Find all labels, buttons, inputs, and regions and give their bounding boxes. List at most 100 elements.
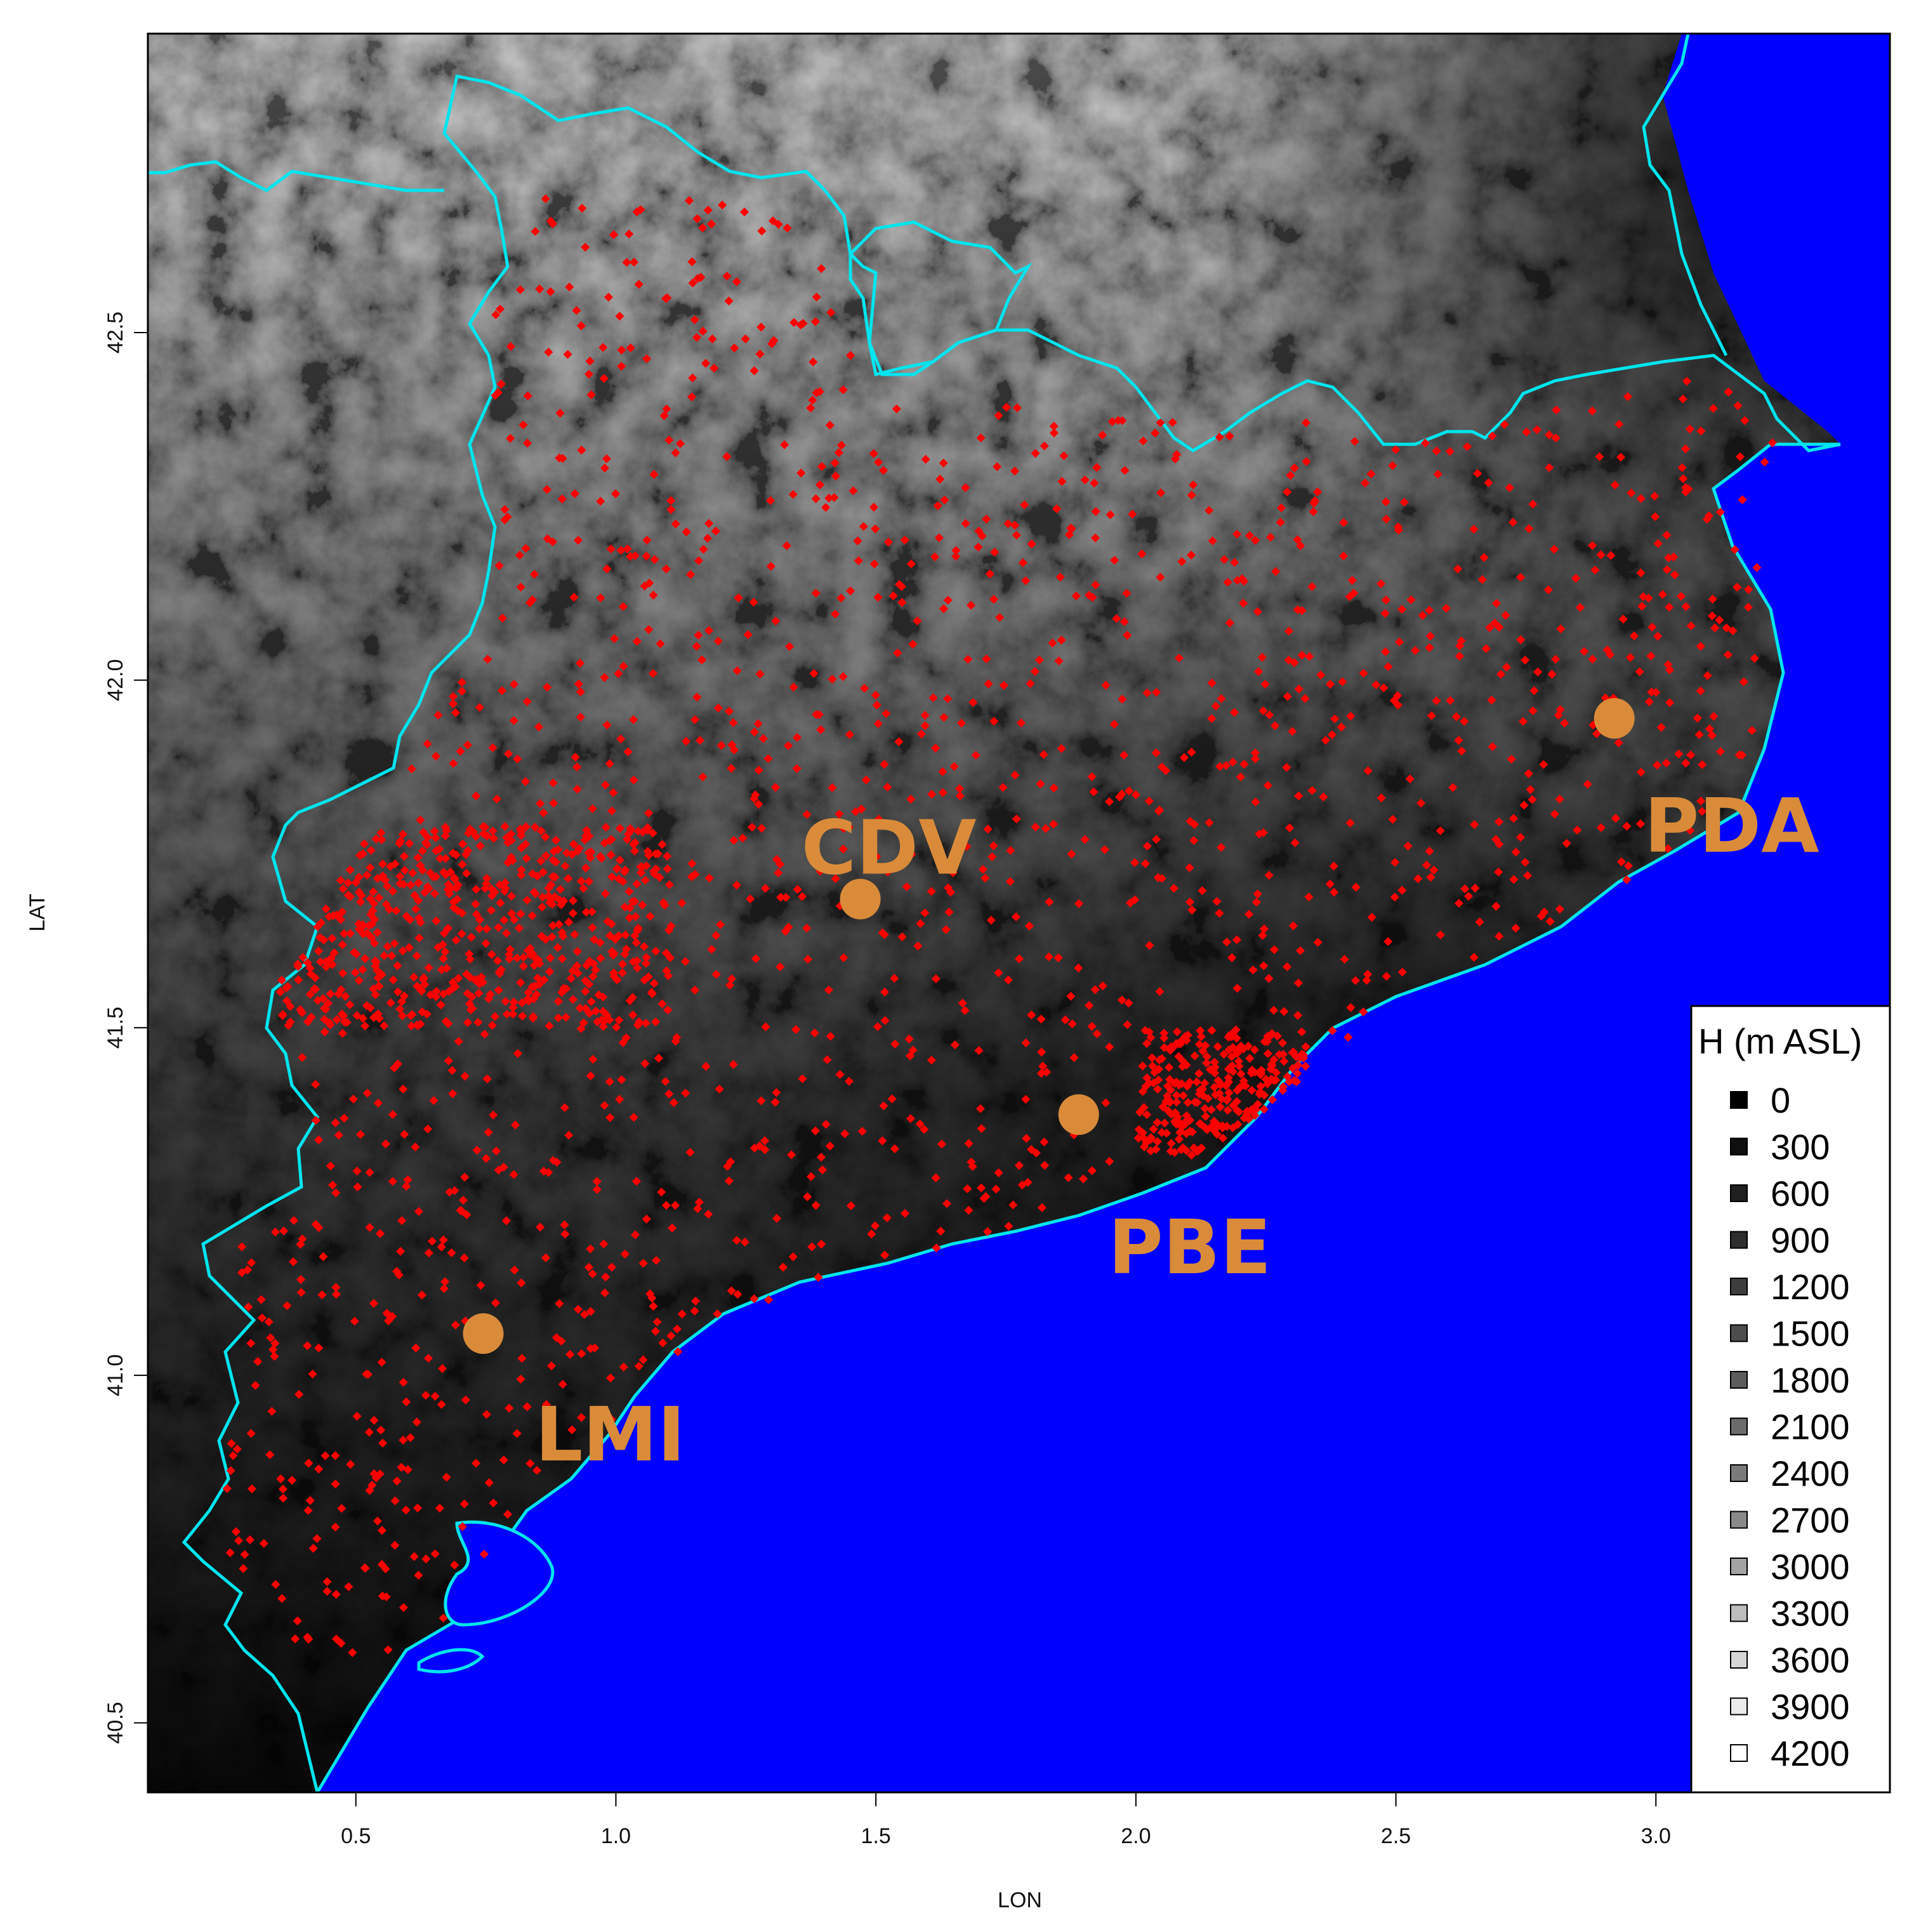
station-point <box>1276 503 1286 513</box>
station-point <box>1021 1094 1031 1104</box>
station-point <box>1222 1095 1232 1105</box>
station-point <box>574 679 583 689</box>
station-point <box>546 216 555 226</box>
station-point <box>530 981 540 991</box>
station-point <box>789 682 798 692</box>
station-point <box>522 854 531 863</box>
station-point <box>985 569 994 579</box>
station-point <box>548 872 558 882</box>
station-point <box>1012 531 1021 540</box>
station-point <box>1656 723 1666 732</box>
station-point <box>651 946 661 956</box>
station-point <box>320 1015 329 1024</box>
station-point <box>642 552 651 561</box>
station-point <box>555 453 564 463</box>
station-point <box>964 1205 974 1215</box>
station-point <box>1266 1064 1276 1074</box>
station-point <box>548 921 558 930</box>
station-point <box>423 882 432 892</box>
station-point <box>963 1184 972 1194</box>
station-point <box>935 474 945 484</box>
station-point <box>1057 635 1066 645</box>
station-point <box>1225 432 1234 441</box>
station-point <box>377 970 386 979</box>
legend-swatch <box>1730 1464 1748 1482</box>
station-point <box>726 1157 736 1167</box>
station-point <box>1235 1082 1245 1092</box>
station-point <box>237 1268 247 1278</box>
station-point <box>948 868 958 878</box>
station-point <box>931 1173 941 1182</box>
station-point <box>939 458 948 468</box>
station-point <box>938 767 947 776</box>
station-point <box>663 1005 673 1015</box>
station-point <box>457 929 466 939</box>
station-point <box>869 559 879 569</box>
station-label-pda: PDA <box>1644 782 1819 870</box>
legend-swatch <box>1730 1697 1748 1716</box>
station-point <box>592 1177 602 1186</box>
station-point <box>447 1248 456 1257</box>
station-point <box>463 740 472 750</box>
station-point <box>435 854 445 863</box>
station-point <box>471 899 480 909</box>
station-point <box>1004 1221 1013 1231</box>
station-point <box>581 986 590 996</box>
station-point <box>390 939 399 948</box>
station-point <box>395 839 404 849</box>
legend-label: 1200 <box>1771 1267 1850 1307</box>
station-point <box>528 869 538 878</box>
station-point <box>575 658 585 668</box>
station-point <box>560 1220 569 1229</box>
station-point <box>294 975 303 984</box>
station-point <box>525 598 535 607</box>
station-point <box>598 343 608 352</box>
station-point <box>697 655 707 665</box>
station-point <box>1165 1045 1175 1055</box>
station-point <box>380 951 389 960</box>
station-point <box>916 729 927 739</box>
station-point <box>792 764 802 773</box>
station-point <box>798 892 807 901</box>
legend-swatch <box>1730 1744 1748 1762</box>
station-point <box>407 764 416 774</box>
station-point <box>770 783 781 792</box>
station-point <box>1228 1043 1238 1052</box>
station-point <box>518 1011 527 1021</box>
station-point <box>960 1006 970 1016</box>
station-point <box>482 879 491 889</box>
station-point <box>1251 797 1260 807</box>
station-point <box>535 284 545 294</box>
station-point <box>418 846 427 856</box>
station-point <box>1105 1156 1114 1166</box>
station-point <box>431 833 440 843</box>
station-point <box>553 845 563 854</box>
x-axis-title: LON <box>998 1888 1042 1912</box>
station-point <box>938 788 947 797</box>
station-point <box>749 727 759 737</box>
station-point <box>570 930 579 939</box>
station-point <box>1283 487 1292 497</box>
station-point <box>270 1227 281 1237</box>
station-point <box>1041 824 1050 833</box>
legend-label: 300 <box>1771 1127 1830 1167</box>
station-point <box>578 203 587 213</box>
station-point <box>607 1262 616 1272</box>
station-point <box>1101 680 1111 690</box>
station-point <box>730 343 739 353</box>
country-border-east <box>1642 34 1728 357</box>
station-point <box>638 1259 648 1268</box>
station-point <box>296 1240 305 1249</box>
legend-label: 3000 <box>1771 1547 1850 1587</box>
station-point <box>579 883 588 893</box>
station-point <box>936 1226 946 1236</box>
station-point <box>486 906 496 915</box>
station-point <box>710 364 719 373</box>
station-point <box>615 856 624 865</box>
station-point <box>940 495 949 505</box>
station-point <box>944 907 954 917</box>
station-point <box>1123 1020 1132 1029</box>
station-point <box>586 847 596 857</box>
country-border <box>148 160 444 192</box>
station-point <box>419 828 428 837</box>
